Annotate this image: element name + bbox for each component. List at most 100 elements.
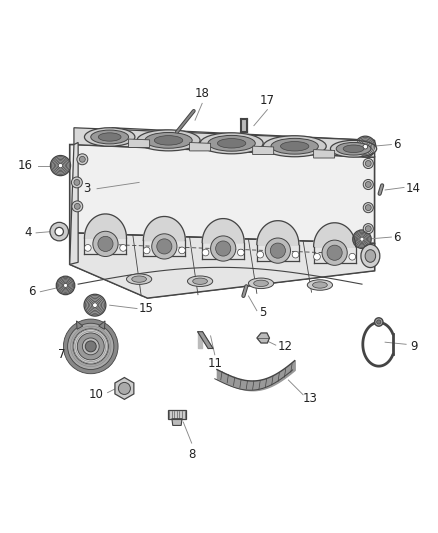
Ellipse shape — [98, 133, 121, 141]
Text: 3: 3 — [83, 182, 91, 195]
Ellipse shape — [336, 142, 371, 155]
Polygon shape — [172, 419, 182, 425]
Polygon shape — [168, 410, 186, 419]
Circle shape — [55, 228, 64, 236]
Text: 9: 9 — [410, 340, 418, 353]
Polygon shape — [190, 142, 211, 151]
Circle shape — [67, 324, 114, 369]
Polygon shape — [143, 216, 185, 240]
Circle shape — [327, 245, 342, 260]
Circle shape — [365, 182, 371, 188]
Polygon shape — [70, 142, 78, 264]
Circle shape — [257, 251, 264, 258]
Circle shape — [93, 231, 118, 256]
Circle shape — [353, 230, 371, 248]
Text: 4: 4 — [25, 227, 32, 239]
Circle shape — [355, 136, 376, 157]
Circle shape — [211, 236, 236, 261]
Text: 10: 10 — [88, 388, 103, 401]
Circle shape — [360, 237, 364, 241]
Circle shape — [82, 338, 99, 355]
Circle shape — [237, 249, 244, 256]
Circle shape — [64, 284, 67, 287]
Circle shape — [85, 341, 96, 352]
Circle shape — [349, 253, 356, 260]
Text: 7: 7 — [58, 348, 66, 361]
Ellipse shape — [132, 276, 146, 282]
Circle shape — [98, 236, 113, 252]
Circle shape — [374, 318, 383, 326]
Polygon shape — [99, 321, 105, 329]
Ellipse shape — [85, 128, 135, 146]
Polygon shape — [253, 146, 274, 155]
Polygon shape — [202, 219, 244, 243]
Circle shape — [314, 253, 320, 260]
Circle shape — [215, 241, 231, 256]
Ellipse shape — [361, 245, 380, 268]
Circle shape — [270, 243, 286, 258]
Circle shape — [79, 156, 85, 162]
Ellipse shape — [193, 278, 208, 285]
Circle shape — [73, 329, 109, 364]
Polygon shape — [115, 377, 134, 399]
Ellipse shape — [200, 133, 263, 154]
Ellipse shape — [343, 145, 364, 152]
Circle shape — [363, 224, 373, 233]
Ellipse shape — [330, 140, 377, 157]
Ellipse shape — [263, 136, 326, 157]
Circle shape — [58, 164, 63, 168]
Circle shape — [84, 294, 106, 316]
Circle shape — [152, 234, 177, 259]
Polygon shape — [70, 233, 374, 298]
Circle shape — [365, 160, 371, 166]
Ellipse shape — [137, 130, 200, 151]
Ellipse shape — [313, 282, 327, 288]
Polygon shape — [198, 332, 213, 349]
Ellipse shape — [280, 142, 309, 151]
Ellipse shape — [187, 276, 213, 286]
Text: 11: 11 — [207, 357, 223, 370]
Circle shape — [292, 251, 299, 258]
Polygon shape — [314, 150, 335, 158]
Circle shape — [64, 319, 118, 374]
Text: 12: 12 — [278, 340, 293, 353]
Circle shape — [322, 240, 347, 265]
Circle shape — [74, 204, 80, 209]
Polygon shape — [70, 144, 374, 298]
Polygon shape — [77, 321, 83, 329]
Polygon shape — [112, 128, 374, 157]
Text: 16: 16 — [18, 159, 33, 172]
Circle shape — [72, 201, 83, 212]
Text: 15: 15 — [139, 302, 154, 315]
Ellipse shape — [307, 280, 332, 290]
Text: 14: 14 — [406, 182, 421, 195]
Polygon shape — [85, 214, 127, 238]
Text: 13: 13 — [303, 392, 318, 406]
Circle shape — [377, 320, 381, 324]
Ellipse shape — [145, 133, 192, 148]
Circle shape — [179, 247, 185, 254]
Polygon shape — [257, 221, 299, 245]
Circle shape — [77, 154, 88, 165]
Ellipse shape — [127, 274, 152, 285]
Polygon shape — [74, 128, 374, 157]
Circle shape — [120, 245, 127, 251]
Circle shape — [363, 158, 373, 168]
Circle shape — [363, 180, 373, 190]
Ellipse shape — [208, 135, 255, 151]
Ellipse shape — [91, 130, 129, 144]
Ellipse shape — [217, 139, 246, 148]
Circle shape — [85, 245, 91, 251]
Circle shape — [202, 249, 209, 256]
Circle shape — [363, 144, 367, 149]
Circle shape — [77, 333, 104, 360]
Circle shape — [71, 177, 82, 188]
Circle shape — [143, 247, 150, 254]
Circle shape — [92, 303, 97, 308]
Circle shape — [157, 239, 172, 254]
Circle shape — [365, 205, 371, 211]
Circle shape — [56, 276, 75, 295]
Circle shape — [363, 203, 373, 213]
Circle shape — [118, 382, 131, 394]
Ellipse shape — [365, 249, 376, 262]
